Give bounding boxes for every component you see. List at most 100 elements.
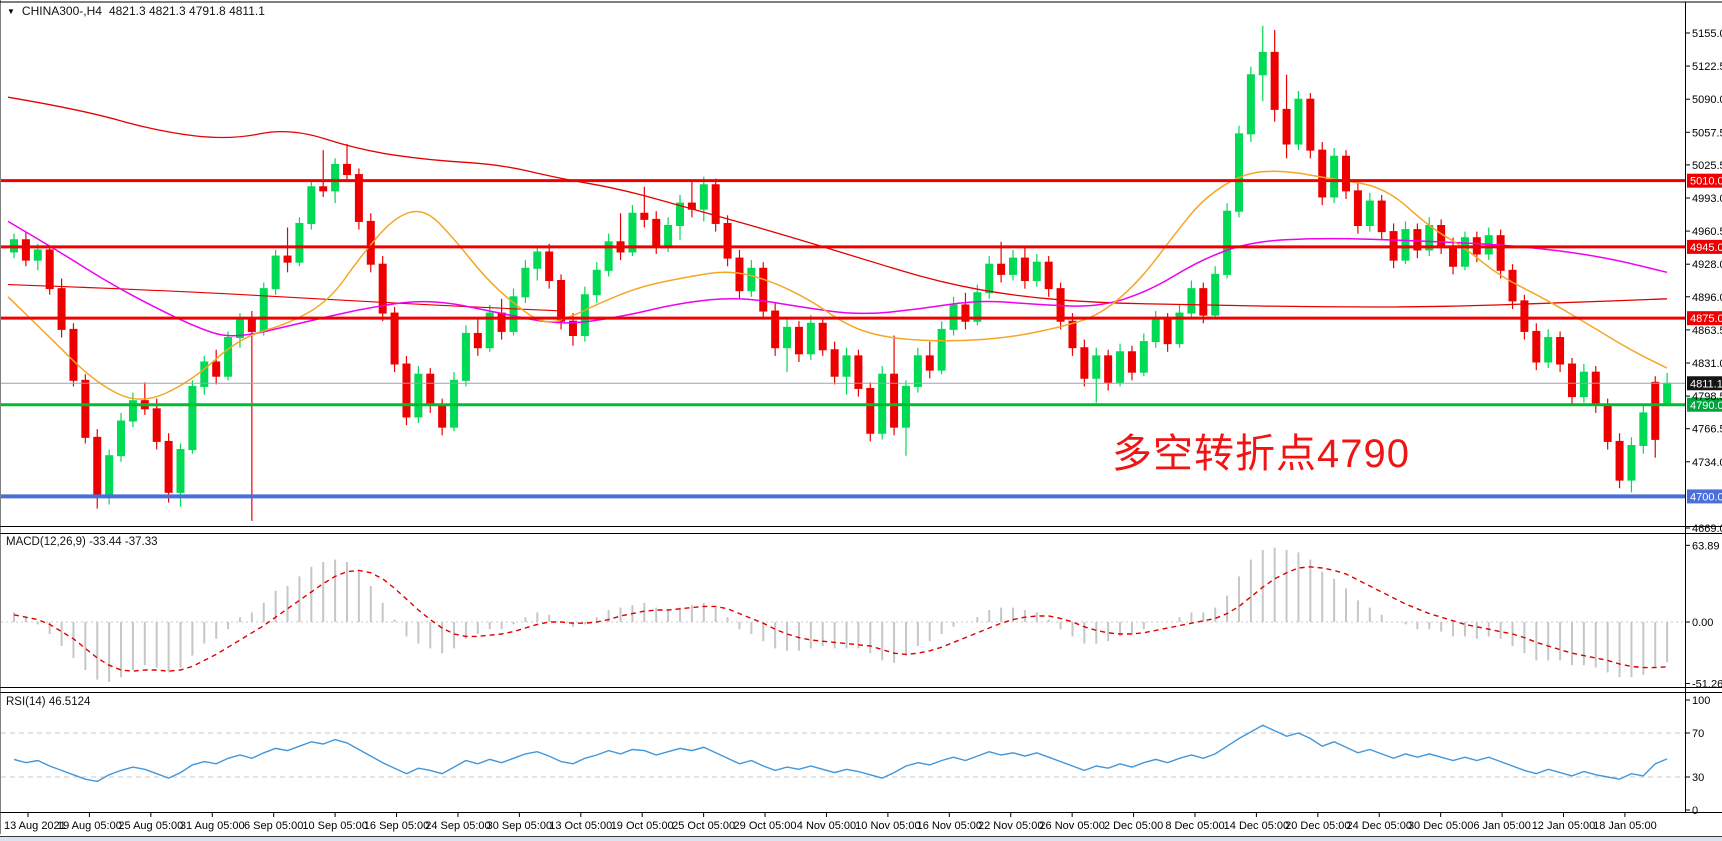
candle-body	[1377, 200, 1386, 233]
time-tick-label: 4 Nov 05:00	[797, 820, 856, 832]
candle-body	[1627, 444, 1636, 481]
price-tick-label: 4896.0	[1692, 292, 1722, 304]
candle-body	[33, 249, 42, 261]
time-tick-label: 24 Dec 05:00	[1347, 820, 1412, 832]
time-tick-label: 16 Nov 05:00	[917, 820, 982, 832]
candle-body	[1092, 355, 1101, 379]
time-tick-label: 13 Oct 05:00	[549, 820, 612, 832]
price-badge-label: 4875.0	[1690, 313, 1722, 325]
candle-body	[557, 279, 566, 322]
candle-body	[1353, 190, 1362, 226]
price-tick-label: 4831.0	[1692, 358, 1722, 370]
candle-body	[604, 241, 613, 271]
candle-body	[497, 312, 506, 332]
candle-body	[533, 251, 542, 269]
candle-body	[1639, 412, 1648, 446]
candle-body	[1532, 330, 1541, 363]
candle-body	[985, 263, 994, 294]
price-badge-label: 5010.0	[1690, 176, 1722, 188]
ma-red-slow-line	[7, 96, 1668, 308]
candle-body	[1615, 440, 1624, 481]
candle-body	[711, 184, 720, 224]
candle-body	[521, 267, 530, 298]
candle-body	[259, 288, 268, 332]
candle-body	[21, 239, 30, 261]
candle-body	[1401, 229, 1410, 261]
time-tick-label: 25 Oct 05:00	[672, 820, 735, 832]
candle-body	[1044, 261, 1053, 290]
candle-body	[1258, 51, 1267, 76]
candle-body	[1211, 273, 1220, 316]
candle-body	[628, 212, 637, 253]
time-tick-label: 6 Jan 05:00	[1473, 820, 1531, 832]
time-tick-label: 14 Dec 05:00	[1224, 820, 1289, 832]
candle-body	[806, 322, 815, 355]
candle-body	[1020, 257, 1029, 281]
candle-body	[580, 294, 589, 336]
macd-signal-line	[13, 566, 1668, 672]
chevron-down-icon[interactable]: ▼	[7, 6, 15, 16]
candle-body	[783, 326, 792, 349]
price-badge-label: 4790.0	[1690, 400, 1722, 412]
price-tick-label: 4766.5	[1692, 424, 1722, 436]
time-tick-label: 30 Dec 05:00	[1408, 820, 1473, 832]
candle-body	[128, 400, 137, 422]
candle-body	[866, 387, 875, 434]
candle-body	[164, 440, 173, 493]
candle-body	[224, 337, 233, 377]
rsi-tick-label: 100	[1692, 695, 1710, 707]
time-tick-label: 19 Aug 05:00	[57, 820, 122, 832]
candle-body	[414, 373, 423, 418]
candle-body	[890, 373, 899, 428]
candle-body	[568, 320, 577, 336]
rsi-tick-label: 70	[1692, 728, 1704, 740]
candle-body	[212, 361, 221, 377]
candle-body	[997, 263, 1006, 275]
price-tick-label: 5025.5	[1692, 160, 1722, 172]
price-tick-label: 4734.0	[1692, 457, 1722, 469]
candle-body	[652, 218, 661, 247]
candle-body	[1342, 155, 1351, 192]
candle-body	[105, 455, 114, 497]
candle-body	[81, 379, 90, 438]
candle-body	[307, 186, 316, 224]
price-tick-label: 5090.0	[1692, 94, 1722, 106]
candle-body	[1068, 320, 1077, 349]
candle-body	[271, 255, 280, 290]
candle-body	[1413, 229, 1422, 251]
candle-body	[1520, 300, 1529, 332]
candle-body	[45, 249, 54, 290]
ma-red-mid-line	[7, 284, 566, 312]
price-badge	[1687, 311, 1722, 326]
candle-body	[1270, 51, 1279, 110]
time-tick-label: 31 Aug 05:00	[180, 820, 245, 832]
candle-body	[200, 361, 209, 387]
candle-body	[283, 255, 292, 263]
candle-body	[676, 202, 685, 226]
candle-body	[1163, 318, 1172, 345]
candle-body	[830, 349, 839, 377]
candle-body	[1234, 133, 1243, 212]
price-tick-label: 4960.5	[1692, 226, 1722, 238]
rsi-indicator-label: RSI(14) 46.5124	[6, 696, 91, 708]
candle-body	[1603, 404, 1612, 442]
candle-body	[1496, 235, 1505, 271]
candle-body	[913, 355, 922, 387]
candle-body	[747, 267, 756, 292]
price-badge	[1687, 376, 1722, 391]
candle-body	[1651, 381, 1660, 440]
candle-body	[1449, 245, 1458, 267]
time-tick-label: 30 Sep 05:00	[487, 820, 552, 832]
ohlc-readout: 4821.3 4821.3 4791.8 4811.1	[108, 4, 265, 18]
candle-body	[176, 449, 185, 493]
window-bottom-edge	[0, 836, 1722, 841]
candle-body	[438, 404, 447, 428]
price-badge-label: 4811.1	[1690, 378, 1722, 390]
candle-body	[1223, 210, 1232, 275]
rsi-tick-label: 30	[1692, 772, 1704, 784]
candle-body	[1104, 355, 1113, 383]
candle-body	[1175, 312, 1184, 345]
candle-body	[1282, 108, 1291, 145]
